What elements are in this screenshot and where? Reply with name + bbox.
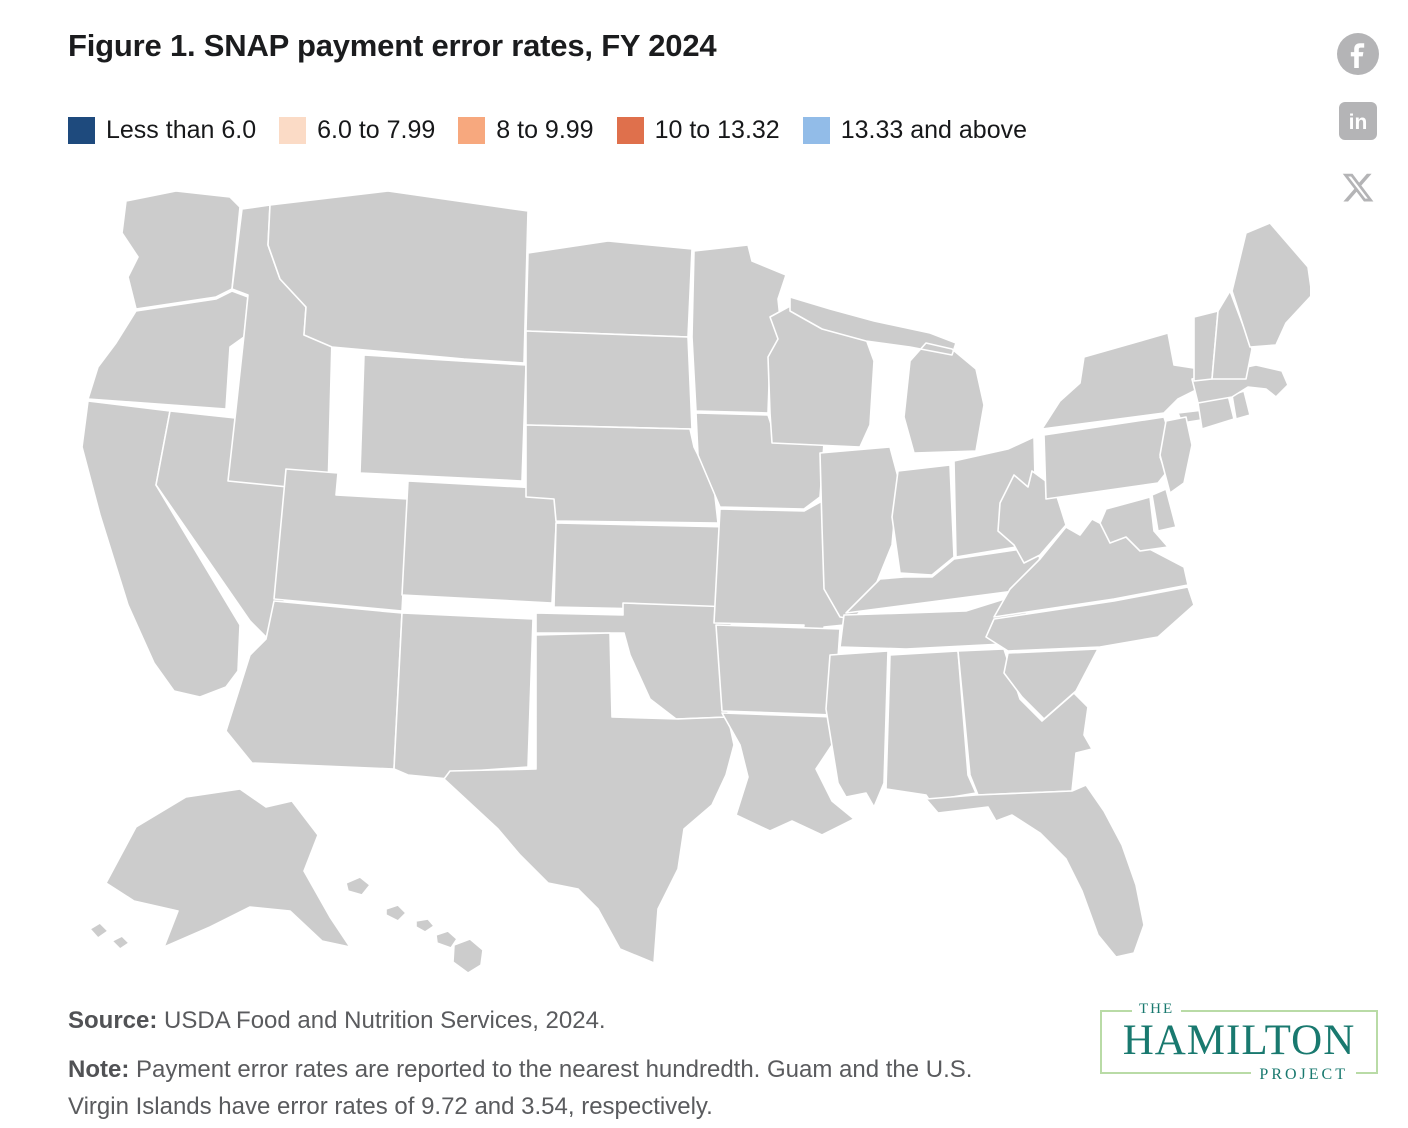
state-MT[interactable] [267,190,529,364]
source-label: Source: [68,1007,158,1034]
legend-swatch-4 [802,117,830,144]
legend-swatch-2 [458,117,486,144]
x-share-icon[interactable] [1336,166,1380,210]
logo-hamilton: HAMILTON [1122,1017,1356,1064]
state-OR[interactable] [87,290,249,410]
linkedin-share-icon[interactable]: in [1336,99,1380,143]
state-FL[interactable] [925,784,1145,958]
state-DE[interactable] [1151,488,1177,532]
legend-swatch-3 [616,117,644,144]
note-label: Note: [68,1056,130,1083]
us-choropleth-map [81,190,1310,974]
legend-label-4: 13.33 and above [840,116,1027,144]
source-line: Source: USDA Food and Nutrition Services… [68,1002,1008,1039]
state-KS[interactable] [553,522,735,612]
facebook-icon [1337,33,1379,75]
social-share-buttons: in [1336,32,1380,210]
state-NC[interactable] [985,586,1195,652]
state-PA[interactable] [1043,416,1173,500]
legend-swatch-0 [68,117,95,144]
state-NJ[interactable] [1159,416,1193,494]
source-text: USDA Food and Nutrition Services, 2024. [157,1007,606,1034]
state-MI[interactable] [789,296,985,454]
state-WY[interactable] [359,354,527,482]
x-icon [1342,173,1374,202]
legend-swatch-1 [279,117,307,144]
legend: Less than 6.0 6.0 to 7.99 8 to 9.99 10 t… [68,116,1027,145]
linkedin-icon: in [1339,102,1377,140]
state-SD[interactable] [525,330,693,430]
svg-text:in: in [1349,111,1368,134]
state-MD[interactable] [1099,496,1169,552]
hamilton-project-logo: THE HAMILTON PROJECT [1100,1001,1378,1084]
state-IN[interactable] [891,464,955,576]
logo-the: THE [1132,1001,1182,1018]
legend-item-4: 13.33 and above [802,116,1027,145]
state-NM[interactable] [393,612,534,782]
state-WA[interactable] [121,190,241,310]
state-AK[interactable] [89,788,351,950]
legend-label-2: 8 to 9.99 [496,116,594,144]
logo-project: PROJECT [1251,1066,1356,1084]
state-CO[interactable] [401,480,559,604]
legend-item-2: 8 to 9.99 [458,116,594,145]
state-AR[interactable] [715,624,841,716]
state-MS[interactable] [825,650,889,808]
state-HI[interactable] [345,876,484,974]
note-line: Note: Payment error rates are reported t… [68,1051,1008,1125]
figure-title: Figure 1. SNAP payment error rates, FY 2… [68,28,717,63]
state-TX[interactable] [443,632,735,964]
footer-notes: Source: USDA Food and Nutrition Services… [68,1002,1008,1128]
legend-label-1: 6.0 to 7.99 [317,116,436,144]
legend-label-0: Less than 6.0 [106,116,257,144]
legend-item-0: Less than 6.0 [68,116,256,145]
state-ND[interactable] [525,240,693,338]
state-NE[interactable] [525,424,719,524]
state-ME[interactable] [1231,222,1310,348]
state-NH[interactable] [1211,290,1253,380]
legend-item-3: 10 to 13.32 [616,116,780,145]
state-SC[interactable] [1003,648,1099,720]
legend-label-3: 10 to 13.32 [654,116,780,144]
legend-item-1: 6.0 to 7.99 [279,116,435,145]
facebook-share-icon[interactable] [1336,32,1380,76]
state-AZ[interactable] [225,600,403,770]
note-text: Payment error rates are reported to the … [68,1056,973,1120]
state-UT[interactable] [273,468,409,612]
